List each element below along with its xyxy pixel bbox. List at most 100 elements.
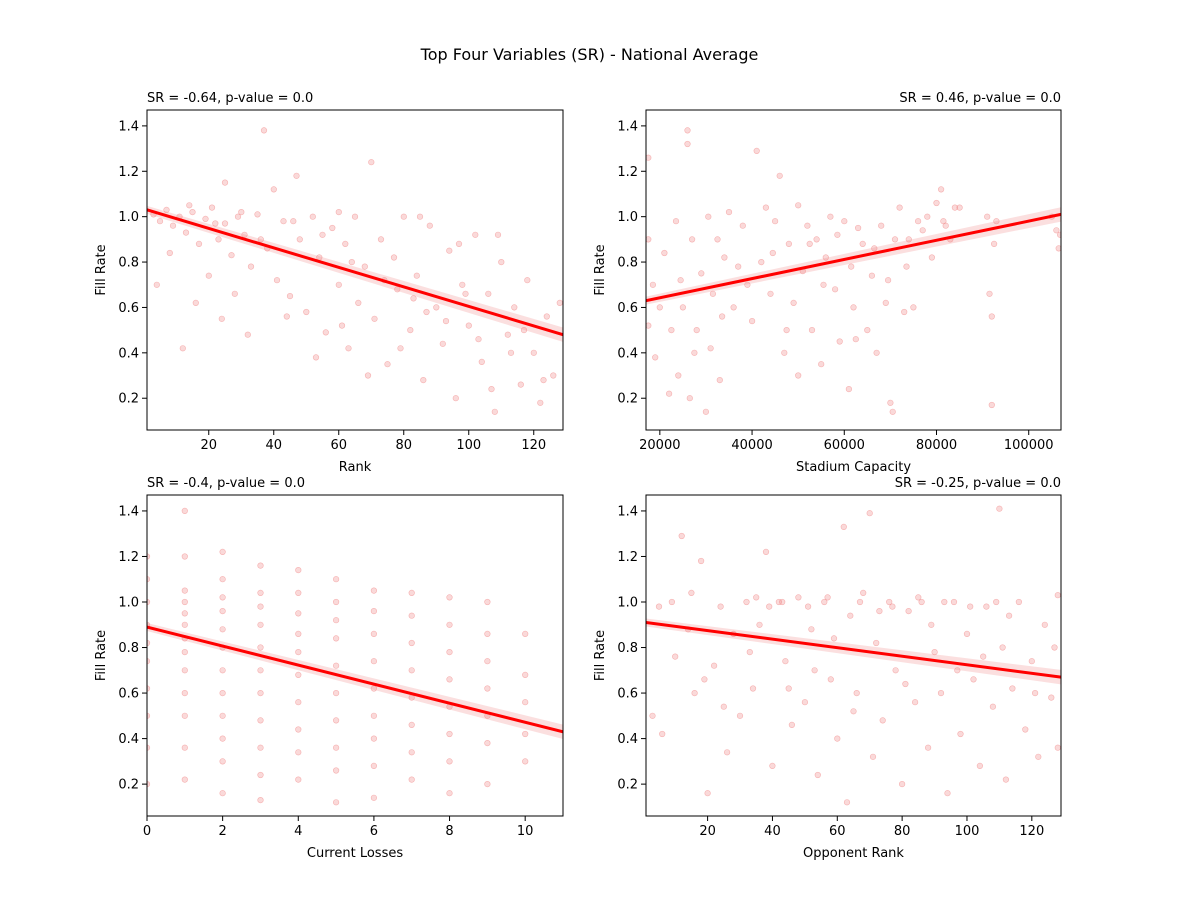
scatter-point — [656, 304, 663, 311]
x-tick-label: 40 — [265, 438, 282, 453]
scatter-point — [739, 222, 746, 229]
scatter-point — [181, 648, 188, 656]
scatter-point — [679, 304, 687, 311]
scatter-point — [335, 281, 342, 288]
scatter-point — [854, 224, 862, 232]
scatter-point — [221, 220, 229, 227]
scatter-point — [446, 594, 453, 601]
scatter-point — [744, 281, 751, 288]
scatter-point — [785, 685, 792, 692]
regression-line — [646, 621, 1061, 679]
y-axis-label: Fill Rate — [94, 244, 109, 295]
scatter-point — [688, 236, 696, 243]
scatter-point — [147, 553, 151, 560]
scatter-point — [827, 213, 834, 220]
scatter-point — [257, 667, 264, 674]
scatter-point — [181, 744, 188, 751]
scatter-point — [208, 204, 216, 211]
x-tick-label: 60 — [330, 438, 347, 453]
scatter-point — [878, 222, 885, 229]
scatter-point — [914, 218, 922, 225]
scatter-point — [848, 263, 855, 270]
scatter-point — [725, 209, 733, 216]
scatter-point — [756, 621, 763, 628]
scatter-point — [342, 240, 349, 247]
scatter-point — [556, 299, 563, 307]
scatter-point — [691, 349, 698, 356]
scatter-point — [892, 667, 899, 674]
scatter-point — [806, 240, 813, 247]
scatter-point — [887, 399, 894, 406]
scatter-point — [286, 293, 294, 300]
scatter-point — [905, 236, 912, 243]
scatter-point — [498, 259, 505, 266]
scatter-point — [219, 712, 226, 719]
scatter-point — [1022, 726, 1029, 733]
scatter-point — [697, 557, 705, 565]
scatter-point — [818, 361, 825, 368]
x-tick-label: 100 — [955, 824, 980, 839]
scatter-point — [821, 598, 828, 606]
scatter-point — [896, 204, 903, 211]
scatter-point — [928, 254, 936, 261]
scatter-point — [852, 336, 859, 343]
axes-frame — [645, 494, 1062, 817]
scatter-point — [322, 329, 329, 336]
scatter-point — [814, 771, 821, 779]
scatter-point — [646, 236, 652, 243]
scatter-point — [408, 776, 415, 783]
scatter-point — [543, 313, 550, 320]
scatter-point — [270, 186, 277, 193]
scatter-point — [147, 744, 151, 751]
scatter-point — [295, 671, 302, 679]
y-tick-label: 0.6 — [617, 301, 638, 316]
scatter-point — [522, 699, 529, 706]
scatter-point — [924, 744, 932, 751]
scatter-point — [753, 147, 760, 154]
x-tick-label: 60000 — [824, 438, 865, 453]
scatter-point — [370, 712, 378, 719]
scatter-point — [475, 336, 482, 343]
scatter-point — [779, 598, 786, 606]
scatter-point — [507, 349, 515, 356]
scatter-point — [864, 327, 871, 334]
scatter-point — [192, 299, 199, 307]
x-tick-label: 80 — [894, 824, 911, 839]
scatter-point — [723, 749, 731, 756]
scatter-point — [678, 532, 685, 540]
scatter-point — [280, 218, 287, 225]
y-tick-label: 1.0 — [118, 596, 139, 611]
scatter-point — [329, 224, 336, 232]
scatter-point — [333, 744, 340, 751]
subplot-title: SR = -0.4, p-value = 0.0 — [147, 476, 305, 491]
scatter-point — [988, 313, 995, 320]
axes-frame — [146, 109, 564, 431]
regression-line — [646, 212, 1061, 303]
y-tick-label: 0.2 — [118, 778, 139, 793]
scatter-point — [202, 215, 209, 222]
scatter-point — [989, 703, 997, 710]
scatter-point — [746, 648, 753, 656]
scatter-point — [762, 548, 770, 556]
scatter-point — [333, 689, 340, 697]
scatter-point — [684, 140, 691, 148]
scatter-point — [522, 758, 529, 765]
scatter-point — [257, 644, 264, 651]
scatter-point — [850, 708, 857, 715]
scatter-point — [649, 712, 656, 719]
scatter-point — [377, 236, 385, 243]
scatter-point — [260, 127, 268, 134]
scatter-point — [485, 290, 492, 297]
scatter-point — [860, 589, 867, 597]
scatter-point — [668, 598, 676, 606]
scatter-point — [721, 254, 728, 261]
scatter-point — [228, 252, 235, 259]
y-tick-label: 0.8 — [118, 256, 139, 271]
scatter-point — [484, 739, 491, 747]
y-tick-label: 1.4 — [617, 504, 638, 519]
scatter-point — [693, 327, 700, 334]
scatter-point — [219, 735, 226, 742]
scatter-point — [219, 689, 226, 697]
scatter-point — [296, 236, 303, 243]
scatter-point — [996, 505, 1003, 512]
